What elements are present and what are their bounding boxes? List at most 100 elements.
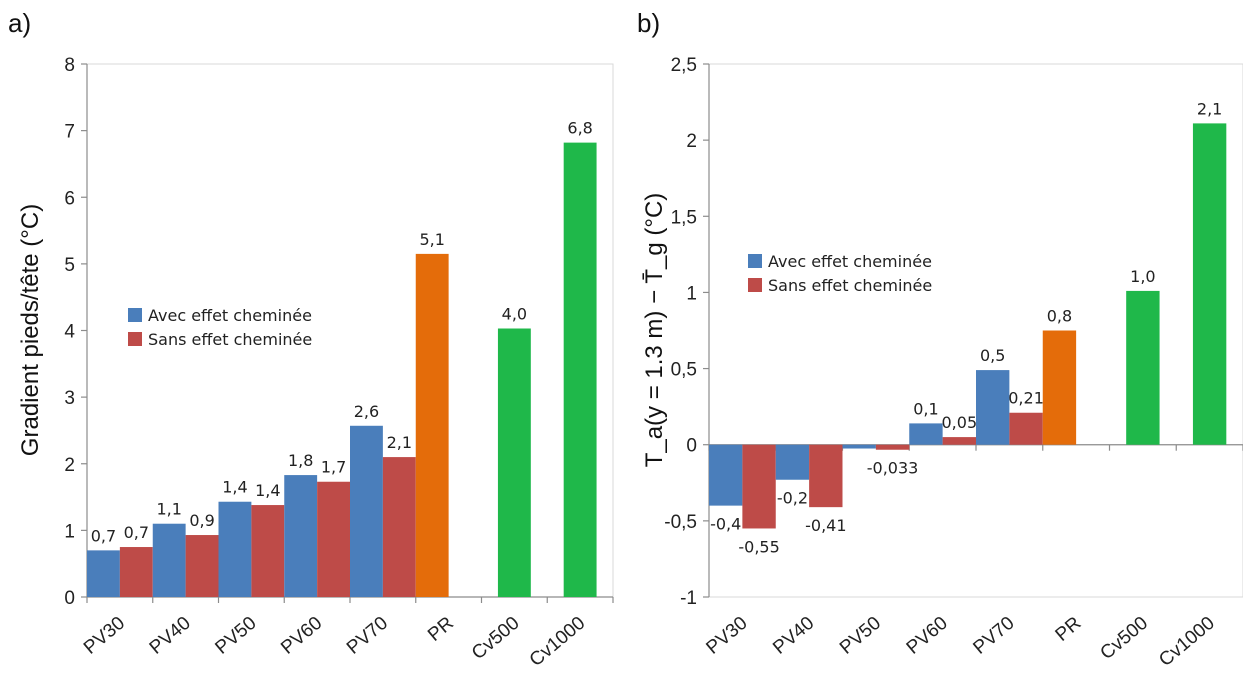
data-label: 2,1 <box>1197 99 1222 118</box>
data-label: 0,05 <box>942 413 978 432</box>
data-label: 1,1 <box>156 500 181 519</box>
data-label: 4,0 <box>502 305 527 324</box>
bar-pv40-sans <box>809 444 843 508</box>
data-label: 0,8 <box>1047 307 1072 326</box>
legend-swatch <box>748 254 762 268</box>
y-tick-label: 1 <box>64 521 75 542</box>
bar-cv500-single <box>1126 290 1160 445</box>
bar-pv60-avec <box>284 475 318 597</box>
bar-pv50-avec <box>218 501 252 597</box>
y-tick-label: 0 <box>64 588 75 609</box>
x-tick-label: PR <box>424 613 458 646</box>
plot-frame <box>708 63 1243 598</box>
data-label: -0,4 <box>710 515 741 534</box>
bar-pv70-avec <box>350 425 383 597</box>
legend-swatch <box>128 308 142 322</box>
x-tick-label: PV70 <box>969 613 1018 659</box>
bar-pv70-sans <box>1009 412 1043 445</box>
y-tick-label: -0,5 <box>664 512 697 533</box>
y-tick-label: 6 <box>64 188 75 209</box>
bar-pv50-sans <box>875 444 910 450</box>
data-label: -0,55 <box>738 537 779 556</box>
bar-pv70-sans <box>382 457 416 597</box>
legend-swatch <box>748 278 762 292</box>
y-tick-label: 8 <box>64 55 75 76</box>
x-tick-label: PV50 <box>836 613 885 659</box>
x-tick-label: PV60 <box>277 613 326 659</box>
x-tick-label: PV60 <box>903 613 952 659</box>
x-tick-label: Cv1000 <box>526 613 590 671</box>
y-tick-label: 2 <box>64 455 75 476</box>
data-label: 1,4 <box>255 481 280 500</box>
chart-b: b) T_a(y = 1.3 m) − T̄_g (°C) -1 -0,5 0 0,5… <box>637 8 1243 671</box>
x-tick-label: PV40 <box>769 613 818 659</box>
data-label: 0,7 <box>124 523 149 542</box>
x-tick-label: PV50 <box>211 613 260 659</box>
data-label: 5,1 <box>419 230 444 249</box>
data-label: 0,7 <box>91 526 116 545</box>
legend-label: Sans effet cheminée <box>768 276 932 295</box>
data-label: 6,8 <box>567 119 592 138</box>
bar-pv30-sans <box>742 444 776 529</box>
y-tick-label: 0,5 <box>671 360 697 381</box>
bar-pv50-avec <box>842 444 876 449</box>
bar-pv70-avec <box>976 370 1010 445</box>
plot-area-b: -1 -0,5 0 0,5 1 1,5 2 2,5 PV30 PV40 PV50 PV60 PV70 PR… <box>664 55 1243 671</box>
data-label: 0,9 <box>189 511 214 530</box>
data-label: -0,2 <box>777 489 808 508</box>
x-tick-label: PR <box>1052 613 1086 646</box>
data-label: 0,21 <box>1008 389 1044 408</box>
panel-label-a: a) <box>8 8 31 38</box>
legend-label: Avec effet cheminée <box>768 252 932 271</box>
data-label: 2,1 <box>387 433 412 452</box>
bar-pv60-sans <box>942 437 976 445</box>
bar-pr-single <box>1042 330 1077 445</box>
y-tick-label: 2 <box>686 131 697 152</box>
bar-pv30-avec <box>87 550 120 597</box>
bar-pv60-avec <box>909 423 943 445</box>
data-label: 1,8 <box>288 451 313 470</box>
y-tick-label: 2,5 <box>671 55 697 76</box>
y-tick-label: -1 <box>680 588 697 609</box>
legend-label: Avec effet cheminée <box>148 306 312 325</box>
bar-cv1000-single <box>1192 123 1227 445</box>
data-label: 0,5 <box>980 346 1005 365</box>
bar-pv50-sans <box>251 505 285 597</box>
bar-cv1000-single <box>563 142 597 597</box>
bar-pv40-avec <box>775 444 810 480</box>
data-label: 1,0 <box>1130 267 1155 286</box>
y-tick-label: 4 <box>64 322 75 343</box>
bar-pv30-avec <box>709 444 743 506</box>
y-tick-label: 3 <box>64 388 75 409</box>
y-tick-label: 1 <box>686 283 697 304</box>
bar-pv40-avec <box>152 523 186 597</box>
data-label: -0,41 <box>805 516 846 535</box>
data-label: 0,1 <box>913 399 938 418</box>
y-tick-label: 0 <box>686 436 697 457</box>
x-tick-label: PV30 <box>702 613 751 659</box>
data-label: 1,7 <box>321 458 346 477</box>
y-axis-label-a: Gradient pieds/tête (°C) <box>17 204 44 456</box>
y-axis-label-b: T_a(y = 1.3 m) − T̄_g (°C) <box>641 193 668 468</box>
x-tick-label: Cv500 <box>468 613 524 664</box>
chart-a: a) Gradient pieds/tête (°C) 0 1 2 3 4 5 6 7 8 PV3… <box>8 8 614 671</box>
x-tick-label: PV30 <box>80 613 129 659</box>
bar-pv60-sans <box>317 481 350 597</box>
legend-label: Sans effet cheminée <box>148 330 312 349</box>
data-label: 2,6 <box>354 402 379 421</box>
bar-pr-single <box>415 253 449 597</box>
bar-pv30-sans <box>119 547 153 597</box>
panel-label-b: b) <box>637 8 660 38</box>
x-tick-label: Cv500 <box>1097 613 1153 664</box>
y-tick-label: 5 <box>64 255 75 276</box>
bar-pv40-sans <box>185 535 219 597</box>
legend-swatch <box>128 332 142 346</box>
x-tick-label: PV70 <box>343 613 392 659</box>
plot-area-a: 0 1 2 3 4 5 6 7 8 PV30 PV40 PV50 PV60 PV70 PR Cv500 Cv10… <box>64 55 614 671</box>
data-label: 1,4 <box>222 478 247 497</box>
data-label: -0,033 <box>867 459 919 478</box>
x-tick-label: Cv1000 <box>1155 613 1219 671</box>
bar-cv500-single <box>497 328 531 597</box>
y-tick-label: 1,5 <box>671 207 697 228</box>
